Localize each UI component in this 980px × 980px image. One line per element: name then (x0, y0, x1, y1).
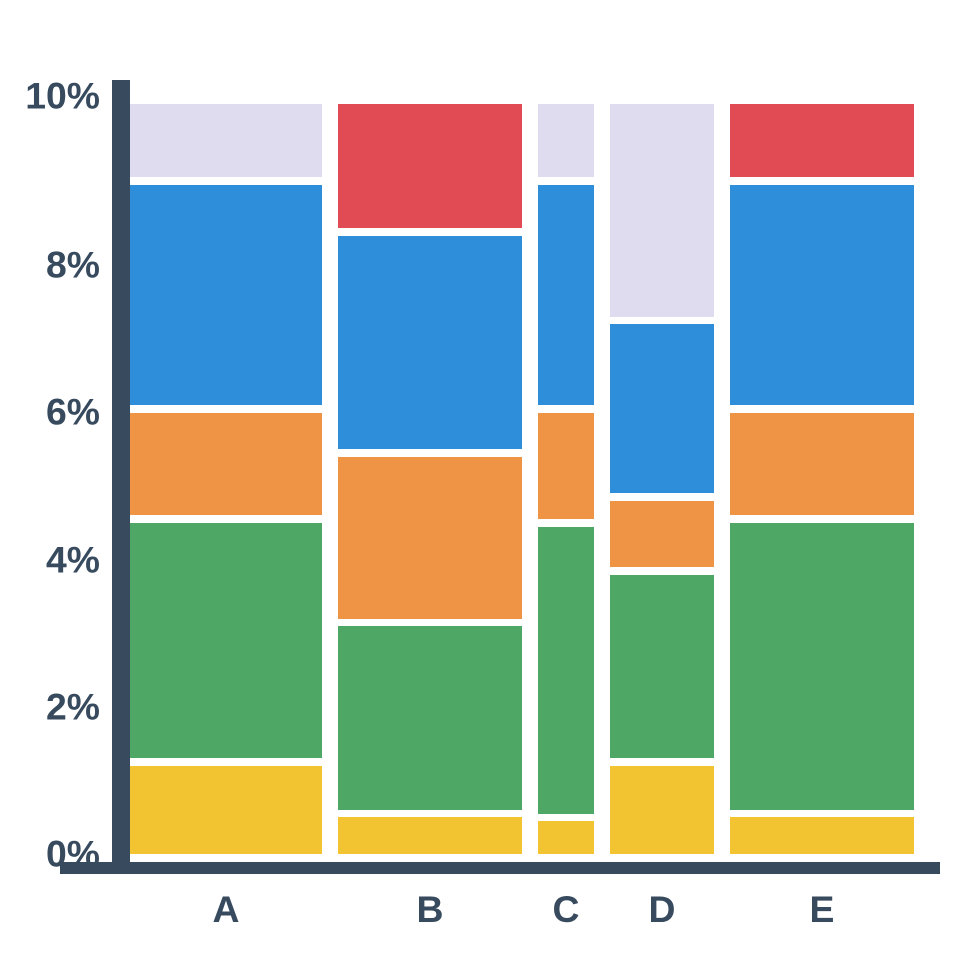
y-axis-line (112, 80, 130, 870)
segment-E-green (730, 523, 914, 810)
y-tick-label: 0% (46, 833, 100, 876)
x-tick-label: D (649, 888, 676, 931)
segment-D-yellow (610, 766, 714, 854)
segment-A-lavender (130, 104, 322, 177)
segment-E-yellow (730, 817, 914, 854)
segment-D-blue (610, 324, 714, 493)
segment-B-green (338, 626, 522, 810)
segment-A-yellow (130, 766, 322, 854)
column-B (338, 96, 522, 854)
column-A (130, 96, 322, 854)
segment-B-yellow (338, 817, 522, 854)
segment-C-lavender (538, 104, 594, 177)
y-tick-label: 2% (46, 685, 100, 728)
segment-E-blue (730, 185, 914, 406)
x-tick-label: E (810, 888, 835, 931)
segment-A-blue (130, 185, 322, 406)
segment-E-orange (730, 413, 914, 516)
y-tick-label: 8% (46, 244, 100, 287)
column-D (610, 96, 714, 854)
x-axis-line (60, 862, 940, 874)
segment-C-orange (538, 413, 594, 519)
segment-D-orange (610, 501, 714, 567)
segment-A-green (130, 523, 322, 758)
segment-E-red (730, 104, 914, 177)
segment-B-blue (338, 236, 522, 449)
x-tick-label: C (553, 888, 580, 931)
segment-C-yellow (538, 821, 594, 854)
x-tick-label: B (417, 888, 444, 931)
segment-D-lavender (610, 104, 714, 317)
segment-B-orange (338, 457, 522, 619)
segment-A-orange (130, 413, 322, 516)
mosaic-chart: 10% 8% 6% 4% 2% 0% A B C D E (0, 0, 980, 980)
y-tick-label: 4% (46, 538, 100, 581)
column-E (730, 96, 914, 854)
y-tick-label: 10% (25, 75, 100, 118)
x-tick-label: A (213, 888, 240, 931)
segment-B-red (338, 104, 522, 229)
y-tick-label: 6% (46, 391, 100, 434)
segment-C-blue (538, 185, 594, 406)
column-C (538, 96, 594, 854)
segment-D-green (610, 575, 714, 759)
plot-area (130, 96, 930, 854)
segment-C-green (538, 527, 594, 814)
